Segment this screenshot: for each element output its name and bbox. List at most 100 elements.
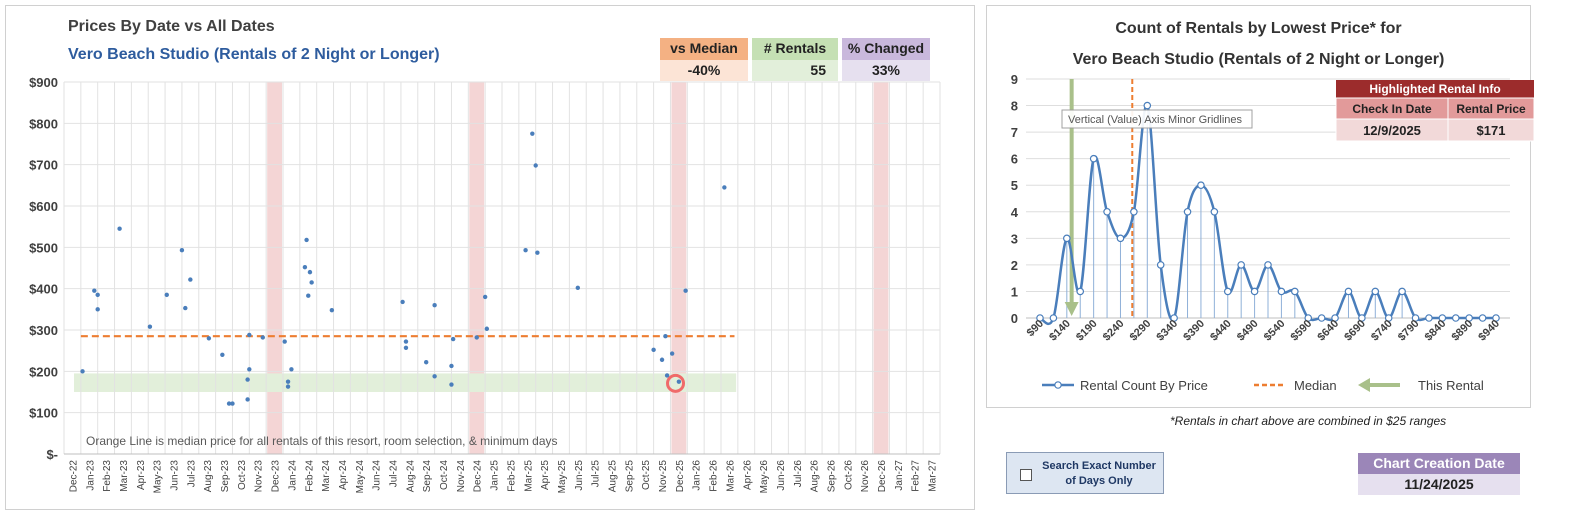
rental-count-point [1492,314,1500,322]
scatter-point [245,377,250,382]
scatter-point [683,288,688,293]
y-tick-label: 0 [1011,311,1018,326]
scatter-point [722,185,727,190]
scatter-point [449,363,454,369]
x-tick-label: Oct-26 [843,460,854,490]
rental-count-point [1451,314,1460,322]
right-chart-title: Count of Rentals by Lowest Price* for [1115,20,1402,37]
scatter-point [117,226,122,231]
scatter-point [179,248,185,253]
x-tick-label: Aug-26 [810,460,821,493]
scatter-point [403,345,409,350]
left-chart-title: Prices By Date vs All Dates [68,18,275,35]
gridline-tooltip-box [1061,109,1253,129]
scatter-point [450,336,456,342]
y-tick-label: 5 [1011,178,1018,193]
x-tick-label: Mar-24 [321,460,332,492]
x-tick-label: $890 [1449,318,1475,344]
search-exact-days-control[interactable]: Search Exact Number of Days Only [1006,452,1164,494]
rental-count-point [1425,314,1433,322]
x-tick-label: $740 [1369,318,1395,344]
y-tick-label: 9 [1011,72,1018,87]
x-tick-label: Apr-24 [338,460,349,490]
x-tick-label: May-26 [759,460,770,494]
highlight-val2-bg [1447,118,1535,142]
x-tick-label: Sep-24 [422,460,433,493]
scatter-point [188,277,193,282]
x-tick-label: Jan-23 [85,460,96,491]
shaded-month-band [267,82,282,454]
x-tick-label: Nov-25 [658,460,669,493]
scatter-point [533,163,538,168]
highlight-rental-price: $171 [1477,123,1506,138]
scatter-point [230,401,235,406]
scatter-point [226,401,232,406]
rental-count-point [1371,287,1380,296]
this-rental-arrow-head [1064,302,1079,316]
rental-count-point [1358,314,1366,322]
x-tick-label: Nov-26 [860,460,871,493]
x-tick-label: $340 [1154,318,1180,344]
scatter-point [669,351,675,356]
x-tick-label: Sep-23 [220,460,231,493]
scatter-point [220,352,225,357]
x-tick-label: Aug-23 [203,460,214,493]
highlight-col2-header: Rental Price [1456,102,1526,116]
stat-label: vs Median [660,38,748,60]
y-tick-label: 2 [1011,258,1018,273]
scatter-point [659,357,665,362]
x-tick-label: Mar-23 [119,460,130,492]
scatter-point [285,384,291,389]
highlight-price-band [74,373,737,392]
scatter-point [306,293,311,298]
x-tick-label: $640 [1315,318,1341,344]
search-exact-days-checkbox[interactable] [1020,469,1032,481]
scatter-point [432,374,437,379]
rental-count-point [1411,314,1420,322]
y-tick-label: 7 [1011,125,1018,140]
rental-count-point [1197,181,1205,190]
x-tick-label: Feb-25 [506,460,517,492]
rental-count-point [1156,261,1165,269]
x-tick-label: $690 [1342,318,1368,344]
rental-count-point [1143,101,1152,110]
highlight-table-title: Highlighted Rental Info [1369,82,1500,96]
rental-count-point [1237,261,1245,269]
scatter-point [482,294,488,300]
x-tick-label: Dec-25 [675,460,686,493]
x-tick-label: $590 [1289,318,1315,344]
x-tick-label: May-25 [557,460,568,494]
legend-series-label: Rental Count By Price [1080,378,1208,393]
search-exact-days-label: Search Exact Number of Days Only [1042,460,1156,487]
x-tick-label: Oct-25 [641,460,652,490]
rental-count-point [1291,287,1299,296]
scatter-point [449,382,454,387]
y-tick-label: $500 [29,240,58,255]
highlighted-rental-ring [666,373,686,393]
left-chart-subtitle: Vero Beach Studio (Rentals of 2 Night or… [68,46,440,63]
rental-count-point [1089,154,1098,163]
x-tick-label: Jan-24 [287,460,298,491]
x-tick-label: Jul-25 [591,460,602,488]
right-chart-subtitle: Vero Beach Studio (Rentals of 2 Night or… [1072,51,1445,68]
rental-count-point [1317,314,1326,322]
price-scatter-chart: $- $100 $200 $300 $400 $500 $600 $700 $800 $900 De… [29,75,941,494]
x-tick-label: $440 [1208,318,1234,344]
x-tick-label: Jul-23 [186,460,197,488]
rental-count-point [1183,207,1192,216]
rental-count-point [1277,287,1286,296]
x-tick-label: $840 [1423,318,1449,344]
x-tick-label: Dec-26 [877,460,888,493]
y-tick-label: $800 [29,116,58,131]
scatter-point [329,307,335,313]
rental-count-point [1384,314,1393,322]
rental-count-point [1344,287,1353,296]
shaded-month-band [469,82,485,454]
rental-count-point [1063,234,1071,243]
rental-count-point [1103,207,1111,216]
scatter-point [164,292,169,298]
stat-value: 33% [842,60,930,81]
x-tick-label: Feb-23 [102,460,113,492]
rental-count-point [1036,314,1044,322]
